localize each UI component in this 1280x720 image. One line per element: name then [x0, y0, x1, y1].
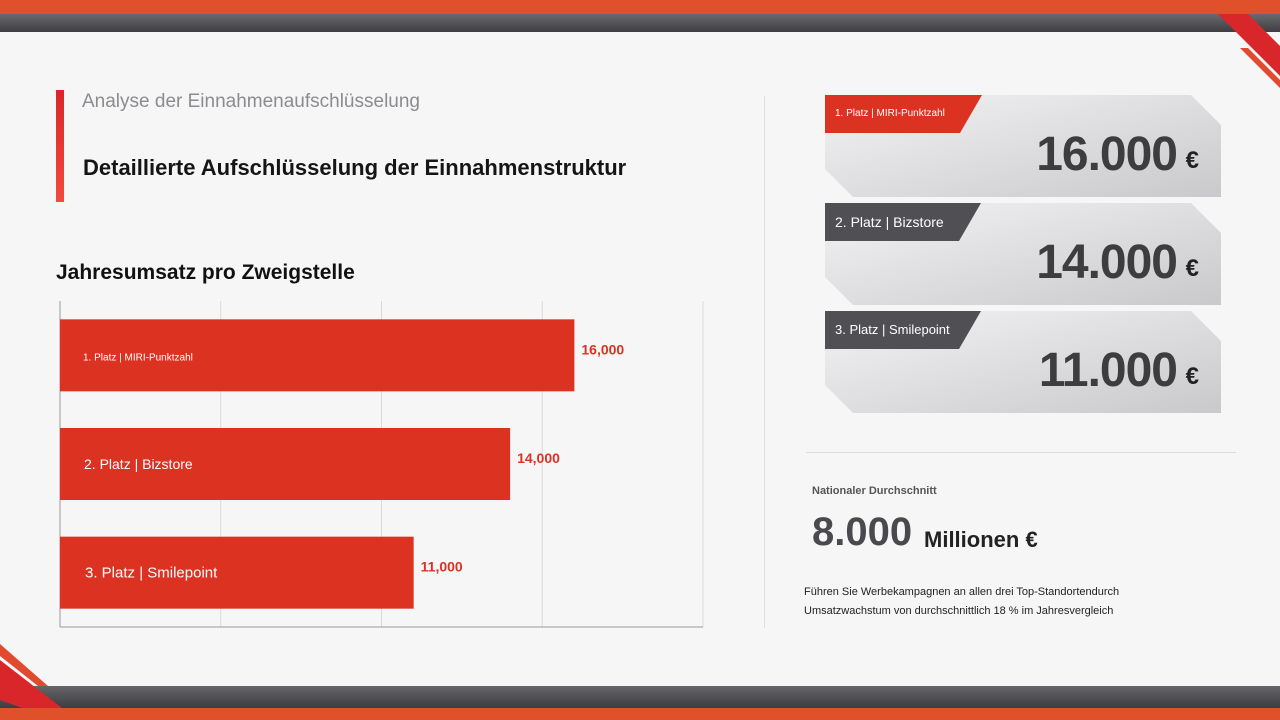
average-unit: Millionen € — [924, 527, 1038, 552]
bar-value-label: 14,000 — [517, 450, 560, 466]
card-tag-background — [825, 311, 981, 349]
card-tag-label: 2. Platz | Bizstore — [835, 214, 944, 230]
average-label: Nationaler Durchschnitt — [812, 485, 937, 497]
bar — [60, 428, 511, 500]
bar-category-label: 3. Platz | Smilepoint — [85, 565, 218, 582]
bottom-left-thin-stripe — [0, 644, 48, 686]
bar-value-label: 11,000 — [421, 559, 463, 575]
bar-category-label: 2. Platz | Bizstore — [84, 456, 193, 472]
footnote-line-2: Umsatzwachstum von durchschnittlich 18 %… — [804, 605, 1114, 617]
ranking-card-1: 1. Platz | MIRI-Punktzahl 16.000 € — [825, 95, 1221, 197]
bar — [60, 319, 575, 392]
card-unit: € — [1185, 363, 1199, 390]
top-right-stripe — [1218, 14, 1280, 76]
horizontal-divider — [806, 452, 1236, 453]
card-tag-background — [825, 95, 982, 133]
bar-category-label: 1. Platz | MIRI-Punktzahl — [83, 352, 193, 363]
page-title: Detaillierte Aufschlüsselung der Einnahm… — [83, 155, 627, 180]
top-right-thin-stripe — [1240, 48, 1280, 88]
card-unit: € — [1185, 147, 1199, 174]
bottom-gray-band — [0, 686, 1280, 708]
card-tag-background — [825, 203, 981, 241]
title-accent-bar — [56, 90, 64, 202]
bottom-accent-band — [0, 708, 1280, 720]
revenue-bar-chart: 1. Platz | MIRI-Punktzahl 16,000 2. Platz … — [59, 301, 704, 628]
card-tag-label: 1. Platz | MIRI-Punktzahl — [835, 108, 945, 119]
chart-title: Jahresumsatz pro Zweigstelle — [56, 261, 355, 284]
bottom-left-stripe — [0, 660, 62, 708]
section-label: Analyse der Einnahmenaufschlüsselung — [82, 91, 420, 112]
top-gray-band — [0, 14, 1280, 32]
bar-value-label: 16,000 — [581, 341, 624, 357]
card-value: 14.000 — [1036, 236, 1178, 289]
top-accent-band — [0, 0, 1280, 14]
footnote-line-1: Führen Sie Werbekampagnen an allen drei … — [804, 586, 1120, 598]
ranking-card-3: 3. Platz | Smilepoint 11.000 € — [825, 311, 1221, 413]
card-unit: € — [1185, 255, 1199, 282]
vertical-divider — [764, 96, 765, 628]
bar — [60, 536, 414, 609]
average-value: 8.000 — [812, 510, 913, 554]
card-value: 16.000 — [1036, 128, 1178, 181]
card-tag-label: 3. Platz | Smilepoint — [835, 322, 950, 337]
card-value: 11.000 — [1038, 344, 1178, 397]
ranking-card-2: 2. Platz | Bizstore 14.000 € — [825, 203, 1221, 305]
